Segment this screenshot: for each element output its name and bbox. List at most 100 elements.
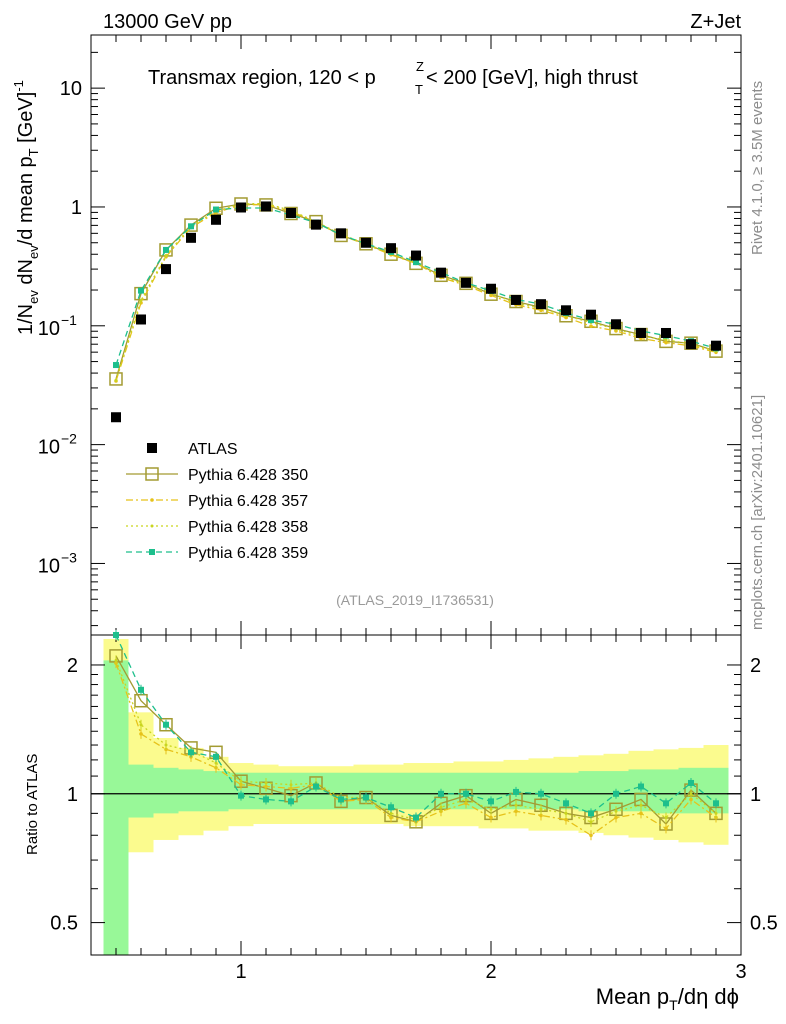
ratio-point-p359 (688, 779, 694, 786)
ratio-point-p359 (263, 796, 269, 803)
ratio-point-p359 (188, 749, 194, 756)
region-label-rest: < 200 [GeV], high thrust (426, 67, 638, 89)
y-tick-label-exp: −3 (61, 549, 77, 565)
atlas-data-point (711, 340, 721, 351)
ratio-point-p357 (614, 815, 618, 820)
x-axis-rest: /dη dϕ (678, 984, 739, 1009)
ratio-point-p359 (563, 800, 569, 807)
main-series (109, 197, 723, 423)
atlas-data-point (261, 201, 271, 212)
ratio-point-p359 (238, 792, 244, 799)
atlas-data-point (511, 294, 521, 305)
y-tick-label-main: 10 (38, 437, 60, 459)
y-axis-sub1: ev (26, 290, 41, 304)
ratio-series (109, 630, 723, 841)
ratio-point-p358 (464, 797, 468, 801)
ratio-point-p359 (313, 783, 319, 790)
y-axis-mid3: [GeV] (15, 92, 37, 149)
ratio-point-p359 (363, 794, 369, 801)
ratio-point-p359 (613, 790, 619, 797)
y-axis-mid1: dN (15, 259, 37, 290)
legend-marker-atlas (147, 443, 157, 453)
ratio-uncertainty-bands (103, 638, 729, 955)
ratio-point-p359 (663, 800, 669, 807)
y-axis-mid2: /d mean p (15, 156, 37, 245)
main-point-p359 (213, 206, 219, 213)
atlas-data-point (436, 267, 446, 278)
ratio-point-p358 (289, 783, 293, 787)
y-tick-label-exp: −2 (61, 431, 77, 447)
ratio-point-p359 (463, 790, 469, 797)
y-tick-label-ratio-right: 1 (750, 784, 761, 806)
ratio-point-p359 (538, 790, 544, 797)
ratio-point-p359 (713, 800, 719, 807)
atlas-data-point (636, 327, 646, 338)
main-point-p359 (588, 317, 594, 324)
ratio-point-p359 (163, 721, 169, 728)
ratio-point-p358 (639, 803, 643, 807)
legend-label: Pythia 6.428 359 (188, 545, 308, 562)
atlas-data-point (661, 327, 671, 338)
y-axis-main-title: 1/Nev dNev/d mean pT [GeV]-1 (11, 80, 41, 335)
legend-marker-p357 (150, 498, 154, 502)
ratio-point-p358 (664, 816, 668, 820)
main-point-p350 (184, 218, 198, 232)
atlas-data-point (236, 202, 246, 213)
y-axis-prefix: 1/N (15, 304, 37, 335)
ratio-point-p359 (113, 632, 119, 638)
band-inner-bin (103, 660, 129, 955)
ratio-point-p359 (338, 796, 344, 803)
legend-label: Pythia 6.428 358 (188, 519, 308, 536)
main-point-p359 (113, 362, 119, 369)
atlas-data-point (561, 305, 571, 316)
main-point-p357 (589, 324, 593, 329)
ratio-point-p357 (539, 813, 543, 818)
energy-label: 13000 GeV pp (103, 11, 232, 33)
ratio-point-p359 (488, 798, 494, 805)
mcplots-label: mcplots.cern.ch [arXiv:2401.10621] (749, 395, 766, 630)
region-label-sub: T (415, 82, 423, 97)
ratio-point-p359 (413, 814, 419, 821)
band-inner-bin (203, 771, 229, 812)
y-axis-sub3: T (26, 148, 41, 156)
x-axis-sub: T (669, 997, 678, 1013)
ratio-point-p358 (139, 723, 143, 727)
ratio-point-p358 (689, 792, 693, 796)
main-line-p358 (115, 202, 717, 381)
ratio-point-p357 (139, 732, 143, 736)
y-axis-ratio-title: Ratio to ATLAS (24, 754, 41, 855)
atlas-data-point (486, 283, 496, 294)
legend-label: ATLAS (188, 441, 238, 458)
ratio-point-p358 (164, 743, 168, 747)
region-label-sup: Z (416, 59, 424, 74)
x-axis-main: Mean p (596, 984, 669, 1009)
x-tick-label: 3 (735, 961, 746, 983)
ratio-point-p357 (489, 815, 493, 820)
ratio-point-p359 (138, 686, 144, 693)
ratio-point-p358 (214, 761, 218, 765)
ratio-point-p357 (664, 826, 668, 831)
y-tick-label-ratio: 0.5 (50, 913, 78, 935)
atlas-data-point (611, 319, 621, 330)
y-tick-label-main: 1 (71, 197, 82, 219)
main-point-p358 (114, 378, 118, 382)
ratio-point-p350 (159, 717, 173, 732)
atlas-data-point (386, 243, 396, 254)
atlas-data-point (161, 264, 171, 275)
band-inner-bin (578, 771, 604, 812)
process-label: Z+Jet (690, 11, 741, 33)
atlas-data-point (211, 214, 221, 225)
atlas-data-point (311, 219, 321, 230)
legend-marker-p358 (150, 524, 154, 528)
legend: ATLAS Pythia 6.428 350 Pythia 6.428 357 Pyt… (126, 441, 308, 562)
y-tick-label-ratio: 2 (67, 655, 78, 677)
x-axis-title: Mean pT/dη dϕ (596, 984, 739, 1013)
atlas-data-point (461, 277, 471, 288)
main-point-p350 (459, 276, 473, 291)
ratio-point-p358 (714, 811, 718, 815)
region-label-main: Transmax region, 120 < p (148, 67, 376, 89)
atlas-data-point (686, 339, 696, 350)
y-tick-label-ratio-right: 2 (750, 655, 761, 677)
